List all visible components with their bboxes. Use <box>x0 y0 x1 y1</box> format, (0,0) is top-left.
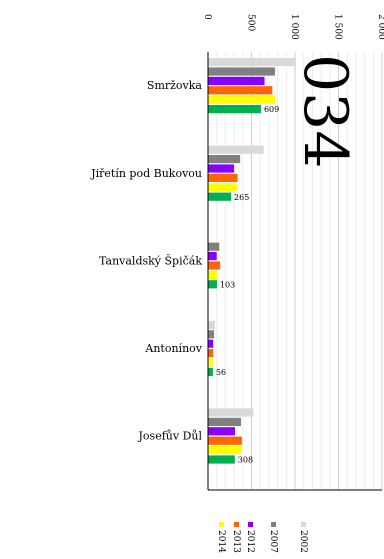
bar <box>208 320 215 329</box>
tick-label: 2 000 <box>376 14 384 40</box>
legend-swatch <box>271 522 276 527</box>
data-label: 103 <box>220 280 235 289</box>
data-label: 609 <box>264 105 279 114</box>
category-labels: Smržovka Jiřetín pod Bukovou Tanvaldský Šp… <box>90 79 203 442</box>
bar <box>208 427 235 436</box>
bar <box>208 446 242 455</box>
axis-ticks: 0 500 1 000 1 500 2 000 <box>202 14 384 40</box>
legend: 2002 2007 2012 2013 2014 <box>216 522 308 553</box>
bar <box>208 280 217 289</box>
legend-label: 2007 <box>268 530 278 553</box>
bars <box>208 58 296 464</box>
tick-label: 1 000 <box>289 14 299 40</box>
tick-label: 500 <box>246 14 256 31</box>
category-label: Antonínov <box>144 342 202 355</box>
bar <box>208 67 275 76</box>
bar <box>208 95 275 104</box>
bar <box>208 417 242 426</box>
legend-swatch <box>301 522 306 527</box>
bar <box>208 164 235 173</box>
bar <box>208 145 264 154</box>
legend-label: 2014 <box>216 530 226 553</box>
bar <box>208 330 215 339</box>
bar <box>208 192 232 201</box>
bar <box>208 408 254 417</box>
tick-label: 1 500 <box>333 14 343 40</box>
data-label: 265 <box>234 193 249 202</box>
legend-label: 2012 <box>245 530 255 553</box>
bar <box>208 105 261 114</box>
data-label: 56 <box>216 368 226 377</box>
bar <box>208 86 273 95</box>
bar <box>208 367 213 376</box>
tick-label: 0 <box>202 14 212 20</box>
category-label: Jiřetín pod Bukovou <box>90 167 202 180</box>
bar <box>208 183 237 192</box>
category-label: Josefův Důl <box>138 430 203 443</box>
bar <box>208 436 242 445</box>
bar <box>208 155 241 164</box>
bar <box>208 76 265 85</box>
bar <box>208 339 214 348</box>
bar <box>208 270 218 279</box>
legend-swatch <box>234 522 239 527</box>
legend-label: 2002 <box>298 530 308 553</box>
category-label: Tanvaldský Špičák <box>99 253 202 267</box>
big-code-label: 034 <box>290 54 360 169</box>
category-label: Smržovka <box>147 79 203 92</box>
bar <box>208 261 221 270</box>
legend-swatch <box>248 522 253 527</box>
gridlines <box>207 52 383 490</box>
legend-swatch <box>219 522 224 527</box>
bar <box>208 242 220 251</box>
legend-label: 2013 <box>231 530 241 553</box>
bar <box>208 173 238 182</box>
data-label: 308 <box>238 456 253 465</box>
bar <box>208 58 296 67</box>
bar <box>208 349 214 358</box>
bar <box>208 455 235 464</box>
bar <box>208 358 213 367</box>
data-labels: 609 265 103 56 308 <box>216 105 279 464</box>
bar <box>208 252 217 261</box>
